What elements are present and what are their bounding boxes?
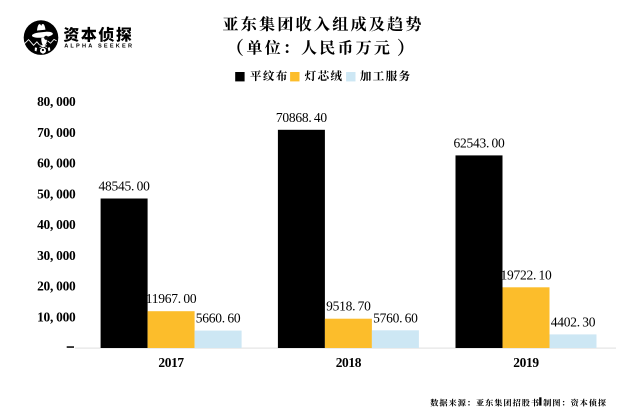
svg-text:20, 000: 20, 000 xyxy=(37,279,76,294)
svg-text:ALPHA SEEKER: ALPHA SEEKER xyxy=(64,43,134,49)
svg-text:19722. 10: 19722. 10 xyxy=(500,267,552,282)
svg-text:5660. 60: 5660. 60 xyxy=(196,311,241,326)
svg-text:5760. 60: 5760. 60 xyxy=(373,310,418,325)
svg-text:70868. 40: 70868. 40 xyxy=(276,110,328,125)
svg-text:2017: 2017 xyxy=(158,355,184,370)
svg-text:30, 000: 30, 000 xyxy=(37,248,76,263)
svg-text:2018: 2018 xyxy=(336,355,362,370)
svg-text:40, 000: 40, 000 xyxy=(37,217,76,232)
svg-text:10, 000: 10, 000 xyxy=(37,310,76,325)
svg-text:48545. 00: 48545. 00 xyxy=(99,179,151,194)
svg-text:50, 000: 50, 000 xyxy=(37,186,76,201)
svg-text:2019: 2019 xyxy=(513,355,539,370)
svg-text:60, 000: 60, 000 xyxy=(37,156,76,171)
svg-text:9518. 70: 9518. 70 xyxy=(326,299,371,314)
svg-text:80, 000: 80, 000 xyxy=(37,94,76,109)
svg-text:62543. 00: 62543. 00 xyxy=(453,135,505,150)
svg-text:70, 000: 70, 000 xyxy=(37,125,76,140)
svg-text:11967. 00: 11967. 00 xyxy=(146,291,197,306)
svg-text:4402. 30: 4402. 30 xyxy=(551,314,596,329)
